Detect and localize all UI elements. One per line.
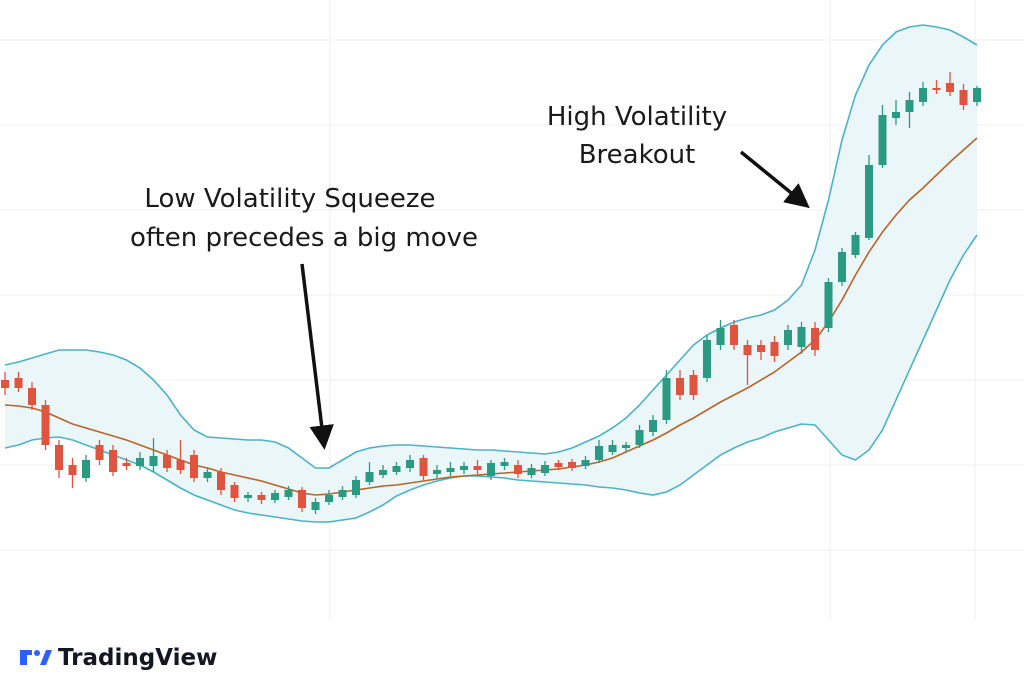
- candle-body: [676, 378, 684, 395]
- candle-body: [635, 430, 644, 445]
- annotation-line: High Volatility: [547, 102, 727, 132]
- candle-body: [446, 468, 455, 472]
- candle-body: [757, 345, 765, 352]
- annotation-arrow: [739, 150, 810, 209]
- candle-body: [473, 466, 482, 470]
- candle-body: [703, 340, 711, 378]
- candle-body: [865, 165, 873, 238]
- candle-body: [433, 470, 441, 474]
- candle-body: [14, 378, 23, 388]
- candle-body: [325, 495, 333, 502]
- candle-body: [257, 495, 266, 500]
- candle-body: [338, 490, 347, 497]
- candle-body: [487, 463, 495, 476]
- candle-body: [149, 456, 158, 466]
- logo-icon: [20, 650, 32, 665]
- annotation-line: Breakout: [579, 140, 696, 170]
- candle-body: [797, 327, 806, 347]
- candle-body: [352, 480, 360, 495]
- brand-name: TradingView: [58, 645, 217, 671]
- logo-icon: [34, 650, 40, 656]
- candle-body: [527, 468, 536, 475]
- candle-body: [568, 462, 576, 468]
- candle-body: [730, 325, 738, 345]
- candle-body: [743, 345, 752, 355]
- candle-body: [770, 342, 779, 356]
- candle-body: [136, 458, 144, 466]
- logo-icon: [40, 650, 52, 665]
- candle-body: [244, 495, 252, 498]
- candle-body: [838, 252, 846, 282]
- candle-body: [851, 235, 860, 255]
- candle-body: [419, 458, 428, 476]
- candle-body: [716, 328, 725, 345]
- candle-body: [689, 375, 698, 395]
- upper-band: [4, 24, 978, 469]
- candle-body: [608, 445, 617, 452]
- candle-body: [311, 502, 320, 510]
- candle-body: [122, 463, 131, 466]
- band-fill: [5, 25, 977, 522]
- annotations: Low Volatility Squeeze often precedes a …: [130, 102, 810, 450]
- candle-body: [811, 328, 819, 350]
- candle-body: [919, 88, 927, 102]
- candle-body: [973, 88, 981, 102]
- candle-body: [298, 490, 306, 508]
- candle-body: [1, 380, 9, 388]
- candle-body: [892, 112, 900, 118]
- candle-body: [784, 330, 792, 345]
- candle-body: [946, 83, 954, 92]
- candle-body: [500, 462, 509, 466]
- candle-body: [905, 100, 914, 112]
- candle-body: [514, 465, 522, 474]
- candle-body: [365, 472, 374, 482]
- candle-body: [176, 460, 185, 470]
- candle-body: [41, 405, 50, 445]
- candle-body: [68, 465, 77, 475]
- annotation-arrow: [300, 263, 334, 450]
- candle-body: [109, 450, 117, 472]
- candle-body: [28, 388, 36, 405]
- candle-body: [662, 378, 671, 420]
- candle-body: [190, 455, 198, 478]
- candle-body: [554, 463, 563, 467]
- candle-body: [460, 466, 468, 470]
- candle-body: [230, 485, 239, 498]
- candle-body: [55, 445, 63, 470]
- candle-body: [284, 490, 293, 497]
- plot: [1, 24, 981, 523]
- annotation-line: often precedes a big move: [130, 223, 478, 253]
- candle-body: [406, 460, 414, 468]
- candle-body: [379, 470, 387, 475]
- candle-body: [541, 465, 549, 473]
- candle-body: [581, 460, 590, 466]
- candle-body: [622, 445, 630, 448]
- candle-body: [217, 472, 225, 490]
- candle-body: [163, 455, 171, 468]
- candle-body: [878, 115, 887, 165]
- candle-body: [649, 420, 657, 432]
- candle-body: [932, 88, 941, 90]
- candle-body: [959, 90, 968, 105]
- candle-body: [824, 282, 833, 328]
- candle-body: [392, 466, 401, 472]
- candle-body: [203, 472, 212, 478]
- candle-body: [271, 493, 279, 500]
- candle-body: [595, 446, 603, 460]
- logo: TradingView: [20, 645, 217, 671]
- candle-body: [82, 460, 90, 478]
- candle-body: [95, 445, 104, 460]
- annotation-line: Low Volatility Squeeze: [144, 184, 435, 214]
